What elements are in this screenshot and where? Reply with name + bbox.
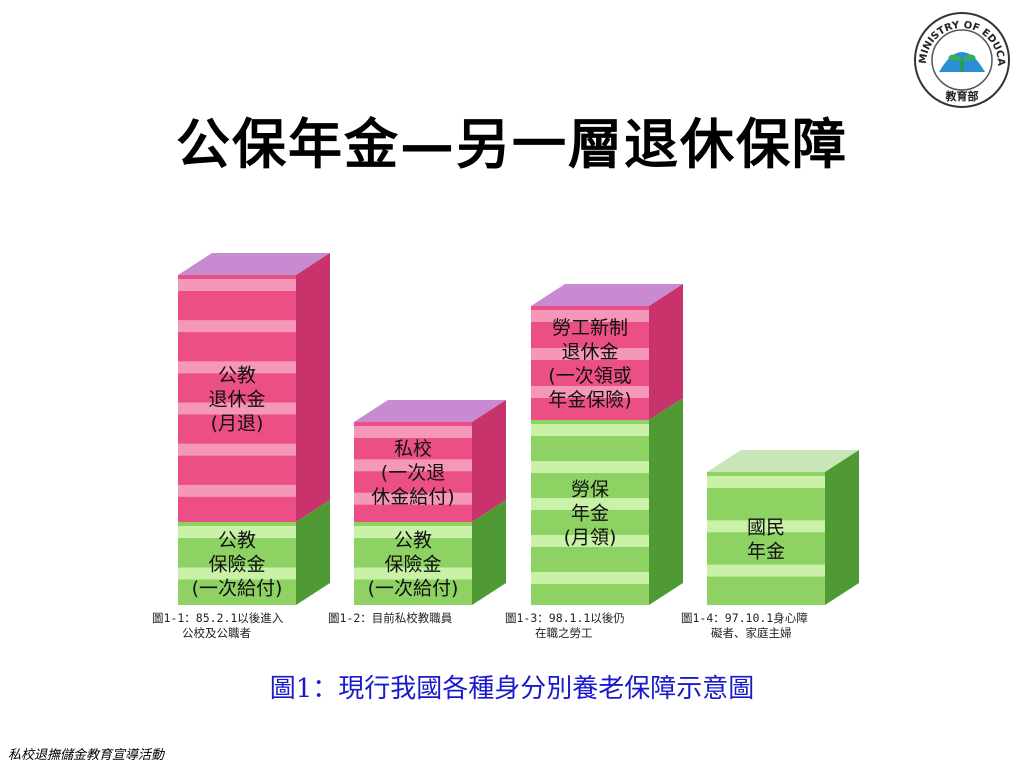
- block-3-lower-side: [825, 450, 859, 605]
- block-2-upper-label: 退休金: [561, 341, 618, 363]
- block-2-upper-stripe: [531, 310, 649, 322]
- ministry-of-education-logo: MINISTRY OF EDUCATION 教育部: [912, 10, 1010, 108]
- block-2-lower-stripe: [531, 572, 649, 584]
- block-2-lower-stripe: [531, 535, 649, 547]
- block-1-upper-label: (一次退: [381, 462, 445, 484]
- block-0-upper-stripe: [178, 279, 296, 291]
- block-2-note: 在職之勞工: [535, 626, 593, 640]
- block-0-top: [178, 253, 330, 275]
- block-0-note: 圖1-1：85.2.1以後進入: [152, 611, 284, 625]
- block-1-upper-stripe: [354, 426, 472, 438]
- block-3-lower-label: 年金: [747, 541, 785, 563]
- block-0-upper-front: [178, 275, 296, 522]
- block-0-upper-stripe: [178, 361, 296, 374]
- block-1-upper-label: 休金給付): [371, 486, 454, 508]
- block-2-upper-label: (一次領或: [548, 365, 631, 387]
- block-0-upper-side: [296, 253, 330, 522]
- block-2-lower-stripe: [531, 424, 649, 436]
- block-1-note: 圖1-2：目前私校教職員: [328, 611, 453, 625]
- block-0-upper-stripe: [178, 443, 296, 456]
- block-0-upper-stripe: [178, 484, 296, 497]
- block-1-top: [354, 400, 506, 422]
- block-2-top: [531, 284, 683, 306]
- block-3-lower-stripe: [707, 476, 825, 488]
- block-1-lower-label: (一次給付): [368, 578, 459, 600]
- block-2-upper-stripe: [531, 386, 649, 398]
- footer-text: 私校退撫儲金教育宣導活動: [8, 748, 165, 763]
- block-3-lower-stripe: [707, 564, 825, 577]
- block-1-lower-stripe: [354, 567, 472, 580]
- block-0-lower-stripe: [178, 526, 296, 538]
- block-3-top: [707, 450, 859, 472]
- block-2-lower-stripe: [531, 461, 649, 473]
- block-1-upper-front: [354, 422, 472, 522]
- block-2-upper-label: 年金保險): [548, 389, 631, 411]
- block-1-lower-label: 保險金: [384, 554, 441, 576]
- slide-title: 公保年金—另一層退休保障: [176, 112, 848, 176]
- block-2-lower-label: 勞保: [571, 479, 609, 501]
- block-3-note: 圖1-4：97.10.1身心障: [681, 611, 808, 625]
- block-1-lower-stripe: [354, 526, 472, 538]
- block-2-upper-label: 勞工新制: [552, 317, 628, 339]
- figure-caption: 圖1：現行我國各種身分別養老保障示意圖: [269, 674, 755, 704]
- block-2-upper-stripe: [531, 348, 649, 360]
- block-2-upper-front: [531, 306, 649, 420]
- block-2-upper-side: [649, 284, 683, 420]
- block-3-lower-stripe: [707, 520, 825, 533]
- block-3-lower-front: [707, 472, 825, 605]
- block-0-lower-label: 保險金: [208, 554, 265, 576]
- block-0-upper-label: (月退): [211, 413, 264, 435]
- block-2-lower-label: 年金: [571, 503, 609, 525]
- block-0-upper-label: 公教: [218, 365, 256, 387]
- block-0-upper-stripe: [178, 402, 296, 415]
- block-2-lower-stripe: [531, 498, 649, 510]
- block-0-upper-stripe: [178, 320, 296, 333]
- block-1-upper-side: [472, 400, 506, 522]
- block-0-lower-label: (一次給付): [192, 578, 283, 600]
- block-0-lower-side: [296, 500, 330, 605]
- block-1-upper-stripe: [354, 459, 472, 472]
- block-0-lower-stripe: [178, 567, 296, 580]
- block-1-upper-label: 私校: [394, 438, 432, 460]
- block-1-lower-side: [472, 500, 506, 605]
- block-0-lower-label: 公教: [218, 530, 256, 552]
- logo-chinese-text: 教育部: [945, 89, 979, 103]
- block-0-upper-label: 退休金: [208, 389, 265, 411]
- block-2-lower-label: (月領): [564, 527, 617, 549]
- block-1-upper-stripe: [354, 492, 472, 505]
- block-2-note: 圖1-3：98.1.1以後仍: [505, 611, 625, 625]
- block-2-lower-side: [649, 398, 683, 605]
- block-1-lower-label: 公教: [394, 530, 432, 552]
- block-0-note: 公校及公職者: [182, 626, 251, 640]
- block-3-note: 礙者、家庭主婦: [711, 626, 792, 640]
- block-3-lower-label: 國民: [747, 517, 785, 539]
